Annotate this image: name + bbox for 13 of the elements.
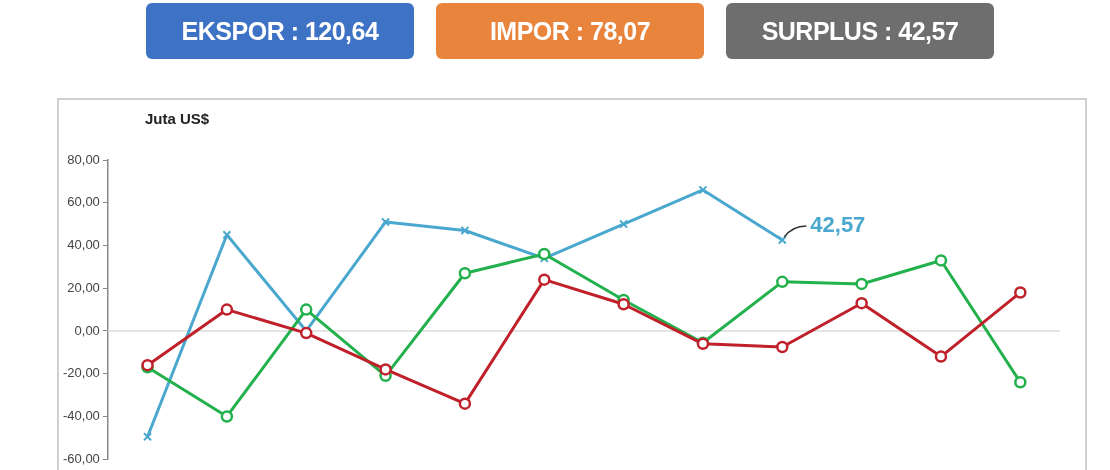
- y-tick-label: 80,00: [67, 151, 100, 167]
- y-tick-label: 0,00: [74, 322, 100, 338]
- y-tick-label: -40,00: [62, 408, 100, 424]
- y-tick-label: 40,00: [67, 237, 100, 253]
- text: IMPOR : 78,07: [436, 3, 704, 59]
- y-axis-title: Juta US$: [145, 110, 210, 128]
- y-tick-label: -20,00: [62, 365, 100, 381]
- text: EKSPOR : 120,64: [146, 3, 414, 59]
- data-label: 42,57: [810, 212, 866, 238]
- y-tick-label: 20,00: [67, 279, 100, 295]
- text: SURPLUS : 42,57: [726, 3, 994, 59]
- y-tick-label: 60,00: [67, 194, 100, 210]
- y-tick-label: -60,00: [62, 450, 100, 466]
